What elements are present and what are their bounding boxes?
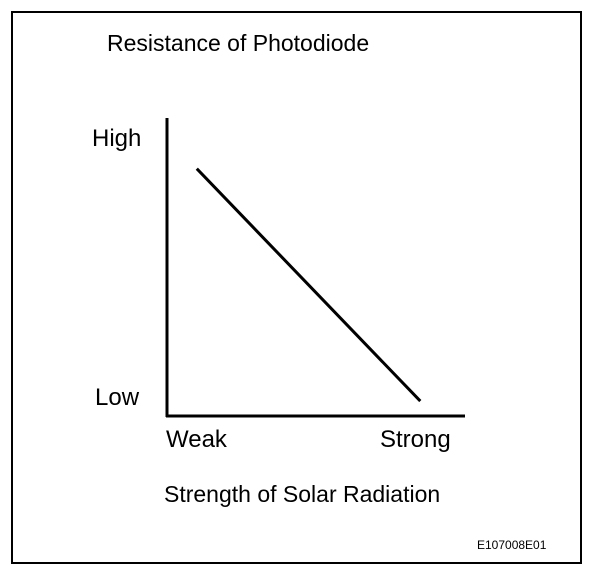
x-tick-label-strong: Strong xyxy=(380,426,451,453)
chart-title: Resistance of Photodiode xyxy=(107,30,370,56)
y-tick-label-high: High xyxy=(92,125,142,152)
series-line-0 xyxy=(195,167,422,403)
series-layer xyxy=(195,167,422,403)
y-tick-label-low: Low xyxy=(95,384,140,411)
figure-frame xyxy=(11,11,582,564)
x-tick-label-weak: Weak xyxy=(166,426,227,453)
x-axis-title: Strength of Solar Radiation xyxy=(164,481,441,507)
figure-id: E107008E01 xyxy=(477,538,547,552)
